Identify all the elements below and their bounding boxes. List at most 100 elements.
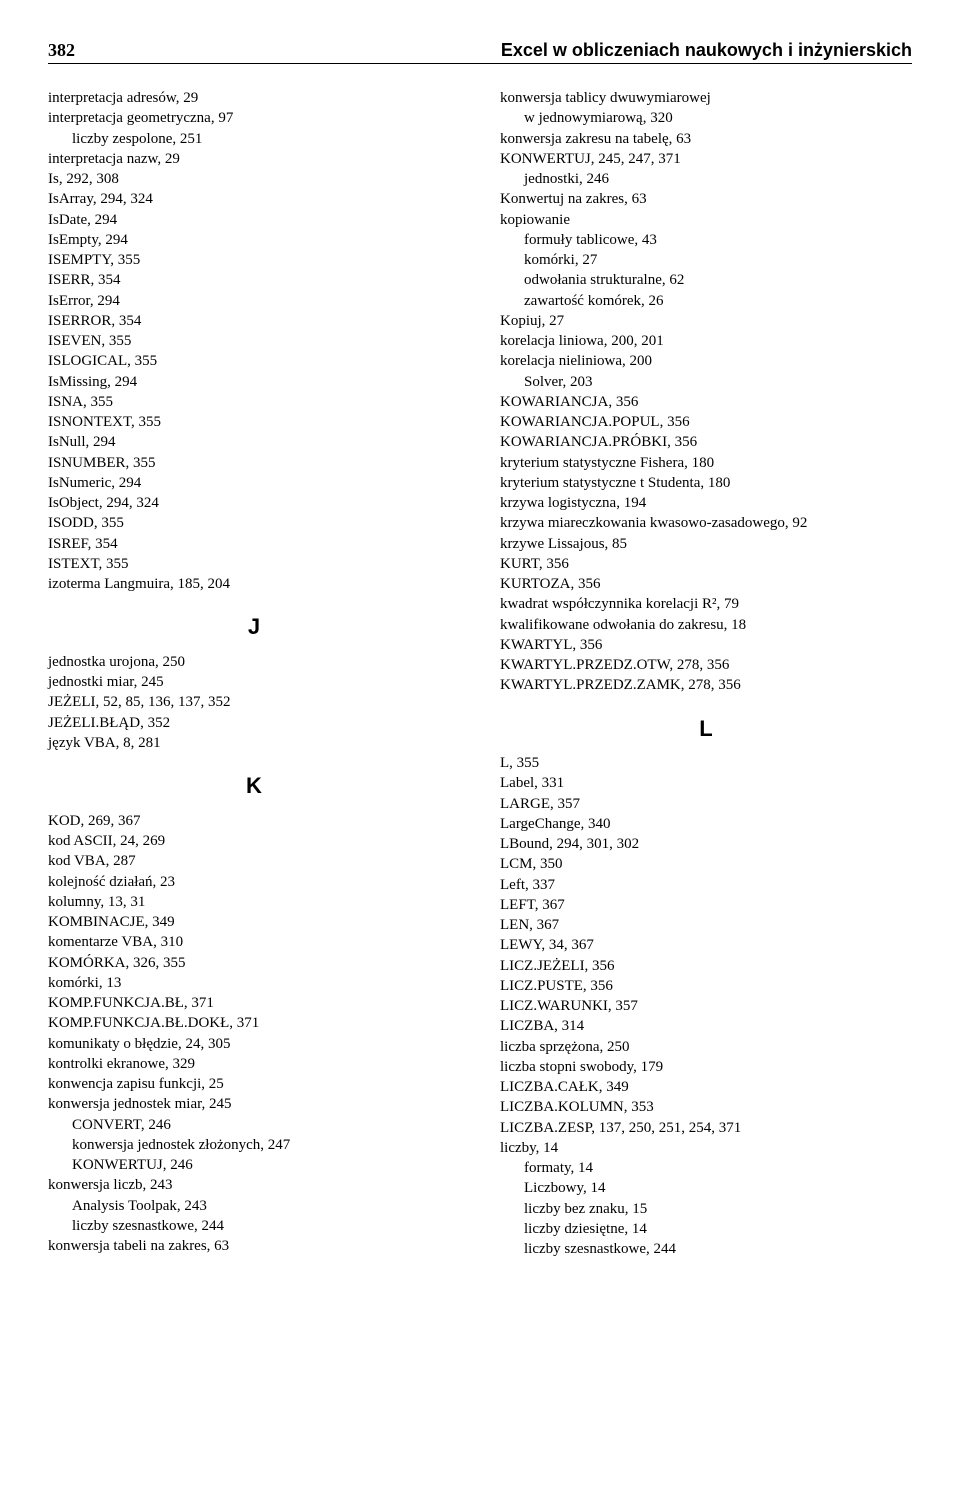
- index-columns: interpretacja adresów, 29interpretacja g…: [48, 88, 912, 1259]
- index-entry: kolumny, 13, 31: [48, 892, 460, 912]
- index-block: L, 355Label, 331LARGE, 357LargeChange, 3…: [500, 753, 912, 1259]
- index-entry: w jednowymiarową, 320: [500, 108, 912, 128]
- index-entry: jednostka urojona, 250: [48, 652, 460, 672]
- index-entry: ISNA, 355: [48, 392, 460, 412]
- index-entry: ISERR, 354: [48, 270, 460, 290]
- index-entry: IsObject, 294, 324: [48, 493, 460, 513]
- index-entry: konwersja liczb, 243: [48, 1175, 460, 1195]
- index-entry: IsError, 294: [48, 291, 460, 311]
- index-entry: kryterium statystyczne t Studenta, 180: [500, 473, 912, 493]
- index-entry: Left, 337: [500, 875, 912, 895]
- index-entry: LEFT, 367: [500, 895, 912, 915]
- index-entry: konwersja zakresu na tabelę, 63: [500, 129, 912, 149]
- index-entry: LEWY, 34, 367: [500, 935, 912, 955]
- index-entry: LICZBA.ZESP, 137, 250, 251, 254, 371: [500, 1118, 912, 1138]
- index-entry: konwersja jednostek złożonych, 247: [48, 1135, 460, 1155]
- index-entry: Liczbowy, 14: [500, 1178, 912, 1198]
- index-entry: IsNumeric, 294: [48, 473, 460, 493]
- section-letter-j: J: [48, 612, 460, 642]
- index-entry: ISREF, 354: [48, 534, 460, 554]
- index-entry: KWARTYL.PRZEDZ.OTW, 278, 356: [500, 655, 912, 675]
- index-entry: LARGE, 357: [500, 794, 912, 814]
- section-letter-k: K: [48, 771, 460, 801]
- index-entry: KONWERTUJ, 245, 247, 371: [500, 149, 912, 169]
- index-entry: zawartość komórek, 26: [500, 291, 912, 311]
- index-entry: liczby szesnastkowe, 244: [48, 1216, 460, 1236]
- index-block: KOD, 269, 367kod ASCII, 24, 269kod VBA, …: [48, 811, 460, 1257]
- index-entry: KWARTYL, 356: [500, 635, 912, 655]
- index-entry: LICZBA.KOLUMN, 353: [500, 1097, 912, 1117]
- index-entry: KOMP.FUNKCJA.BŁ, 371: [48, 993, 460, 1013]
- index-entry: KURTOZA, 356: [500, 574, 912, 594]
- index-entry: konwersja tabeli na zakres, 63: [48, 1236, 460, 1256]
- index-block: jednostka urojona, 250jednostki miar, 24…: [48, 652, 460, 753]
- index-entry: ISTEXT, 355: [48, 554, 460, 574]
- index-block: interpretacja adresów, 29interpretacja g…: [48, 88, 460, 594]
- index-entry: Label, 331: [500, 773, 912, 793]
- index-entry: komentarze VBA, 310: [48, 932, 460, 952]
- index-entry: kontrolki ekranowe, 329: [48, 1054, 460, 1074]
- page-title: Excel w obliczeniach naukowych i inżynie…: [501, 40, 912, 61]
- index-entry: Solver, 203: [500, 372, 912, 392]
- index-entry: ISEMPTY, 355: [48, 250, 460, 270]
- index-entry: KOWARIANCJA.PRÓBKI, 356: [500, 432, 912, 452]
- index-entry: ISNUMBER, 355: [48, 453, 460, 473]
- index-entry: liczby dziesiętne, 14: [500, 1219, 912, 1239]
- index-entry: Analysis Toolpak, 243: [48, 1196, 460, 1216]
- index-entry: liczby, 14: [500, 1138, 912, 1158]
- index-entry: LICZBA.CAŁK, 349: [500, 1077, 912, 1097]
- index-entry: kod ASCII, 24, 269: [48, 831, 460, 851]
- right-column: konwersja tablicy dwuwymiarowejw jednowy…: [500, 88, 912, 1259]
- index-entry: liczba sprzężona, 250: [500, 1037, 912, 1057]
- index-entry: komórki, 13: [48, 973, 460, 993]
- index-entry: LBound, 294, 301, 302: [500, 834, 912, 854]
- index-entry: kolejność działań, 23: [48, 872, 460, 892]
- index-entry: konwersja tablicy dwuwymiarowej: [500, 88, 912, 108]
- index-entry: liczby zespolone, 251: [48, 129, 460, 149]
- index-entry: liczba stopni swobody, 179: [500, 1057, 912, 1077]
- index-entry: krzywe Lissajous, 85: [500, 534, 912, 554]
- index-entry: KONWERTUJ, 246: [48, 1155, 460, 1175]
- index-entry: IsDate, 294: [48, 210, 460, 230]
- index-entry: formuły tablicowe, 43: [500, 230, 912, 250]
- index-entry: odwołania strukturalne, 62: [500, 270, 912, 290]
- index-entry: kryterium statystyczne Fishera, 180: [500, 453, 912, 473]
- page-header: 382 Excel w obliczeniach naukowych i inż…: [48, 40, 912, 64]
- index-entry: kwalifikowane odwołania do zakresu, 18: [500, 615, 912, 635]
- index-entry: liczby szesnastkowe, 244: [500, 1239, 912, 1259]
- index-entry: LICZ.WARUNKI, 357: [500, 996, 912, 1016]
- index-entry: IsArray, 294, 324: [48, 189, 460, 209]
- index-entry: interpretacja nazw, 29: [48, 149, 460, 169]
- index-entry: ISNONTEXT, 355: [48, 412, 460, 432]
- index-entry: Is, 292, 308: [48, 169, 460, 189]
- index-entry: jednostki, 246: [500, 169, 912, 189]
- index-entry: kwadrat współczynnika korelacji R², 79: [500, 594, 912, 614]
- index-entry: formaty, 14: [500, 1158, 912, 1178]
- index-entry: KOWARIANCJA, 356: [500, 392, 912, 412]
- index-entry: interpretacja geometryczna, 97: [48, 108, 460, 128]
- index-entry: jednostki miar, 245: [48, 672, 460, 692]
- index-entry: Konwertuj na zakres, 63: [500, 189, 912, 209]
- index-entry: komórki, 27: [500, 250, 912, 270]
- index-entry: ISLOGICAL, 355: [48, 351, 460, 371]
- index-entry: CONVERT, 246: [48, 1115, 460, 1135]
- index-entry: KOWARIANCJA.POPUL, 356: [500, 412, 912, 432]
- index-entry: ISERROR, 354: [48, 311, 460, 331]
- index-entry: konwersja jednostek miar, 245: [48, 1094, 460, 1114]
- index-entry: język VBA, 8, 281: [48, 733, 460, 753]
- index-entry: izoterma Langmuira, 185, 204: [48, 574, 460, 594]
- page-number: 382: [48, 40, 75, 61]
- index-entry: komunikaty o błędzie, 24, 305: [48, 1034, 460, 1054]
- index-entry: KOMÓRKA, 326, 355: [48, 953, 460, 973]
- section-letter-l: L: [500, 714, 912, 744]
- index-entry: krzywa logistyczna, 194: [500, 493, 912, 513]
- index-entry: krzywa miareczkowania kwasowo-zasadowego…: [500, 513, 912, 533]
- index-entry: interpretacja adresów, 29: [48, 88, 460, 108]
- index-entry: kod VBA, 287: [48, 851, 460, 871]
- index-entry: ISEVEN, 355: [48, 331, 460, 351]
- index-entry: JEŻELI.BŁĄD, 352: [48, 713, 460, 733]
- left-column: interpretacja adresów, 29interpretacja g…: [48, 88, 460, 1259]
- index-entry: LICZ.PUSTE, 356: [500, 976, 912, 996]
- index-entry: Kopiuj, 27: [500, 311, 912, 331]
- index-entry: KWARTYL.PRZEDZ.ZAMK, 278, 356: [500, 675, 912, 695]
